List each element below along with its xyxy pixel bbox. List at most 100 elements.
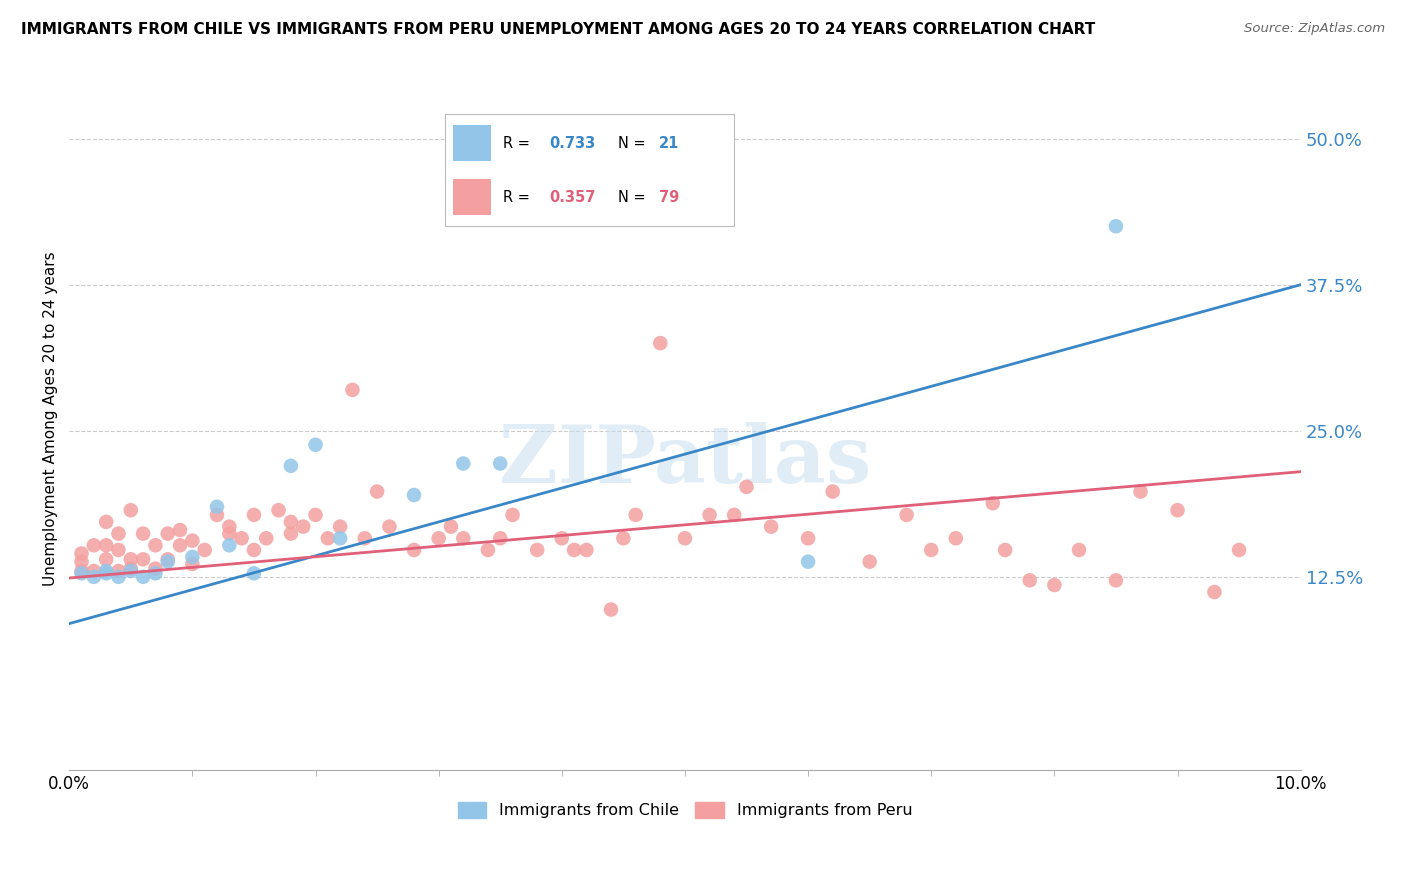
Point — [489, 457, 512, 471]
Point — [304, 508, 326, 522]
Point — [304, 438, 326, 452]
Point — [243, 508, 266, 522]
Point — [181, 557, 204, 571]
Point — [169, 523, 191, 537]
Point — [650, 336, 672, 351]
Point — [169, 538, 191, 552]
Text: ZIPatlas: ZIPatlas — [499, 422, 872, 500]
Point — [378, 519, 401, 533]
Point — [1043, 578, 1066, 592]
Point — [797, 555, 820, 569]
Point — [453, 531, 475, 545]
Y-axis label: Unemployment Among Ages 20 to 24 years: Unemployment Among Ages 20 to 24 years — [44, 252, 58, 586]
Point — [723, 508, 745, 522]
Point — [181, 549, 204, 564]
Point — [280, 458, 302, 473]
Point — [562, 543, 585, 558]
Point — [280, 526, 302, 541]
Point — [107, 543, 129, 558]
Point — [70, 555, 93, 569]
Point — [624, 508, 647, 522]
Point — [1204, 585, 1226, 599]
Point — [1105, 219, 1128, 234]
Point — [477, 543, 499, 558]
Point — [859, 555, 882, 569]
Point — [132, 552, 155, 566]
Point — [502, 508, 524, 522]
Point — [896, 508, 918, 522]
Point — [181, 533, 204, 548]
Point — [83, 538, 105, 552]
Point — [218, 526, 240, 541]
Point — [132, 570, 155, 584]
Point — [1067, 543, 1090, 558]
Point — [366, 484, 388, 499]
Text: Source: ZipAtlas.com: Source: ZipAtlas.com — [1244, 22, 1385, 36]
Point — [120, 562, 142, 576]
Point — [453, 457, 475, 471]
Point — [156, 526, 179, 541]
Point — [353, 531, 375, 545]
Point — [575, 543, 598, 558]
Point — [107, 570, 129, 584]
Point — [96, 566, 118, 581]
Point — [821, 484, 844, 499]
Point — [218, 519, 240, 533]
Point — [994, 543, 1017, 558]
Point — [759, 519, 782, 533]
Point — [120, 503, 142, 517]
Point — [107, 526, 129, 541]
Point — [1129, 484, 1152, 499]
Point — [981, 496, 1004, 510]
Point — [120, 564, 142, 578]
Point — [145, 562, 167, 576]
Point — [612, 531, 634, 545]
Point — [329, 531, 352, 545]
Point — [205, 508, 228, 522]
Point — [735, 480, 758, 494]
Point — [402, 543, 425, 558]
Point — [427, 531, 450, 545]
Point — [107, 564, 129, 578]
Point — [96, 515, 118, 529]
Point — [83, 570, 105, 584]
Point — [243, 566, 266, 581]
Point — [402, 488, 425, 502]
Point — [70, 546, 93, 560]
Point — [1227, 543, 1250, 558]
Point — [920, 543, 942, 558]
Point — [156, 555, 179, 569]
Point — [316, 531, 339, 545]
Point — [1166, 503, 1188, 517]
Text: IMMIGRANTS FROM CHILE VS IMMIGRANTS FROM PERU UNEMPLOYMENT AMONG AGES 20 TO 24 Y: IMMIGRANTS FROM CHILE VS IMMIGRANTS FROM… — [21, 22, 1095, 37]
Point — [145, 538, 167, 552]
Point — [551, 531, 574, 545]
Point — [267, 503, 290, 517]
Point — [292, 519, 315, 533]
Point — [120, 552, 142, 566]
Point — [797, 531, 820, 545]
Point — [699, 508, 721, 522]
Point — [243, 543, 266, 558]
Point — [254, 531, 277, 545]
Point — [96, 538, 118, 552]
Point — [342, 383, 364, 397]
Point — [673, 531, 696, 545]
Point — [205, 500, 228, 514]
Point — [145, 566, 167, 581]
Point — [526, 543, 548, 558]
Point — [945, 531, 967, 545]
Point — [280, 515, 302, 529]
Point — [194, 543, 217, 558]
Point — [1105, 574, 1128, 588]
Point — [96, 552, 118, 566]
Point — [440, 519, 463, 533]
Point — [600, 602, 623, 616]
Point — [132, 526, 155, 541]
Point — [70, 566, 93, 581]
Point — [329, 519, 352, 533]
Point — [70, 564, 93, 578]
Point — [218, 538, 240, 552]
Point — [1018, 574, 1040, 588]
Point — [231, 531, 253, 545]
